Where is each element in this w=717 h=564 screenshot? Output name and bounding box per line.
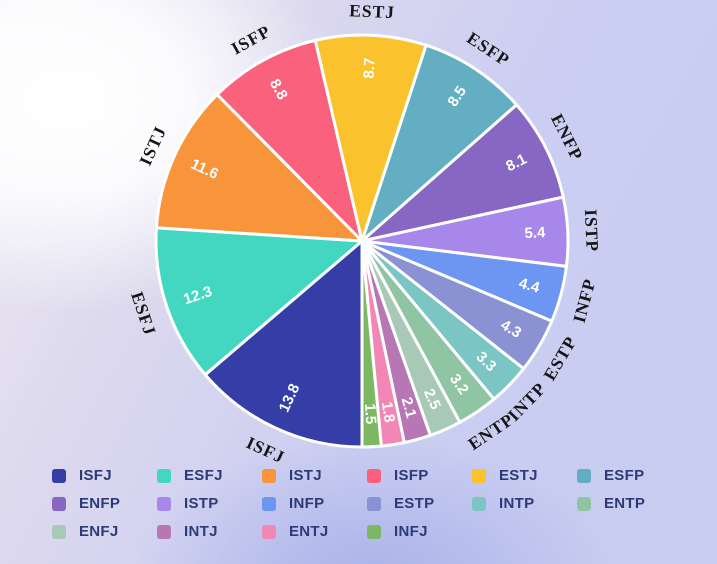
legend-label: ESFJ: [184, 467, 223, 484]
legend-swatch-ENTJ: [262, 524, 276, 539]
legend-swatch-ENFP: [52, 496, 66, 511]
slice-value-INTJ: 2.1: [398, 395, 420, 420]
legend-item-ENTP[interactable]: ENTP: [577, 494, 682, 513]
legend-swatch-ESTP: [367, 496, 381, 511]
chart-legend: ISFJ ESFJ ISTJ ISFP ESTJ ESFP ENFP ISTP INFP ESTP…: [52, 466, 682, 541]
legend-item-ENTJ[interactable]: ENTJ: [262, 522, 367, 541]
legend-item-INTP[interactable]: INTP: [472, 494, 577, 513]
pie-slice-ESFJ[interactable]: [154, 226, 364, 377]
legend-swatch-ISTP: [157, 496, 171, 511]
legend-label: ISFJ: [79, 467, 112, 484]
slice-label-ISTP: ISTP: [581, 209, 603, 253]
slice-label-ESTP: ESTP: [539, 332, 581, 383]
legend-swatch-INFJ: [367, 524, 381, 539]
slice-value-INFP: 4.4: [517, 275, 542, 297]
slice-value-INFJ: 1.5: [361, 403, 379, 425]
legend-item-INFP[interactable]: INFP: [262, 494, 367, 513]
legend-label: ISTP: [184, 495, 219, 512]
slice-value-ENTJ: 1.8: [378, 401, 398, 424]
legend-label: ENTJ: [289, 523, 329, 540]
legend-label: ENFJ: [79, 523, 119, 540]
slice-label-ISFJ: ISFJ: [243, 432, 288, 467]
legend-swatch-INTP: [472, 496, 486, 511]
slice-label-ISTJ: ISTJ: [135, 123, 170, 169]
slice-value-ENFJ: 2.5: [420, 386, 444, 412]
legend-swatch-ISFJ: [52, 468, 66, 483]
legend-swatch-ENTP: [577, 496, 591, 511]
legend-swatch-INFP: [262, 496, 276, 511]
slice-label-ISFP: ISFP: [228, 21, 274, 59]
legend-label: INTJ: [184, 523, 218, 540]
slice-label-ESFP: ESFP: [463, 28, 513, 70]
legend-item-INFJ[interactable]: INFJ: [367, 522, 472, 541]
legend-label: INFP: [289, 495, 325, 512]
legend-item-ESTJ[interactable]: ESTJ: [472, 466, 577, 485]
legend-swatch-ESFJ: [157, 468, 171, 483]
legend-label: INTP: [499, 495, 535, 512]
legend-item-ENFJ[interactable]: ENFJ: [52, 522, 157, 541]
pie-slice-ISTJ[interactable]: [154, 93, 364, 243]
slice-label-ESFJ: ESFJ: [127, 289, 160, 338]
slice-label-ENFP: ENFP: [547, 111, 587, 164]
pie-slice-INFJ[interactable]: [360, 239, 383, 449]
legend-item-ISFP[interactable]: ISFP: [367, 466, 472, 485]
pie-slice-ISFJ[interactable]: [203, 239, 364, 449]
legend-label: ESFP: [604, 467, 645, 484]
legend-label: ESTJ: [499, 467, 538, 484]
legend-item-ISTJ[interactable]: ISTJ: [262, 466, 367, 485]
legend-item-ESFP[interactable]: ESFP: [577, 466, 682, 485]
legend-label: ENTP: [604, 495, 646, 512]
legend-item-INTJ[interactable]: INTJ: [157, 522, 262, 541]
pie-slice-ESFP[interactable]: [360, 43, 519, 243]
legend-item-ISTP[interactable]: ISTP: [157, 494, 262, 513]
slice-label-INFP: INFP: [569, 276, 600, 324]
legend-label: ENFP: [79, 495, 121, 512]
legend-item-ESTP[interactable]: ESTP: [367, 494, 472, 513]
legend-label: ISFP: [394, 467, 429, 484]
legend-swatch-ESFP: [577, 468, 591, 483]
legend-swatch-ESTJ: [472, 468, 486, 483]
legend-swatch-ENFJ: [52, 524, 66, 539]
legend-label: INFJ: [394, 523, 428, 540]
slice-value-ESTJ: 8.7: [361, 57, 379, 79]
legend-swatch-INTJ: [157, 524, 171, 539]
legend-item-ESFJ[interactable]: ESFJ: [157, 466, 262, 485]
legend-item-ENFP[interactable]: ENFP: [52, 494, 157, 513]
legend-swatch-ISTJ: [262, 468, 276, 483]
legend-item-ISFJ[interactable]: ISFJ: [52, 466, 157, 485]
legend-label: ISTJ: [289, 467, 322, 484]
slice-label-ESTJ: ESTJ: [349, 0, 396, 22]
legend-label: ESTP: [394, 495, 435, 512]
legend-swatch-ISFP: [367, 468, 381, 483]
pie-slice-ESTJ[interactable]: [313, 33, 428, 243]
slice-value-ISTP: 5.4: [524, 224, 546, 242]
